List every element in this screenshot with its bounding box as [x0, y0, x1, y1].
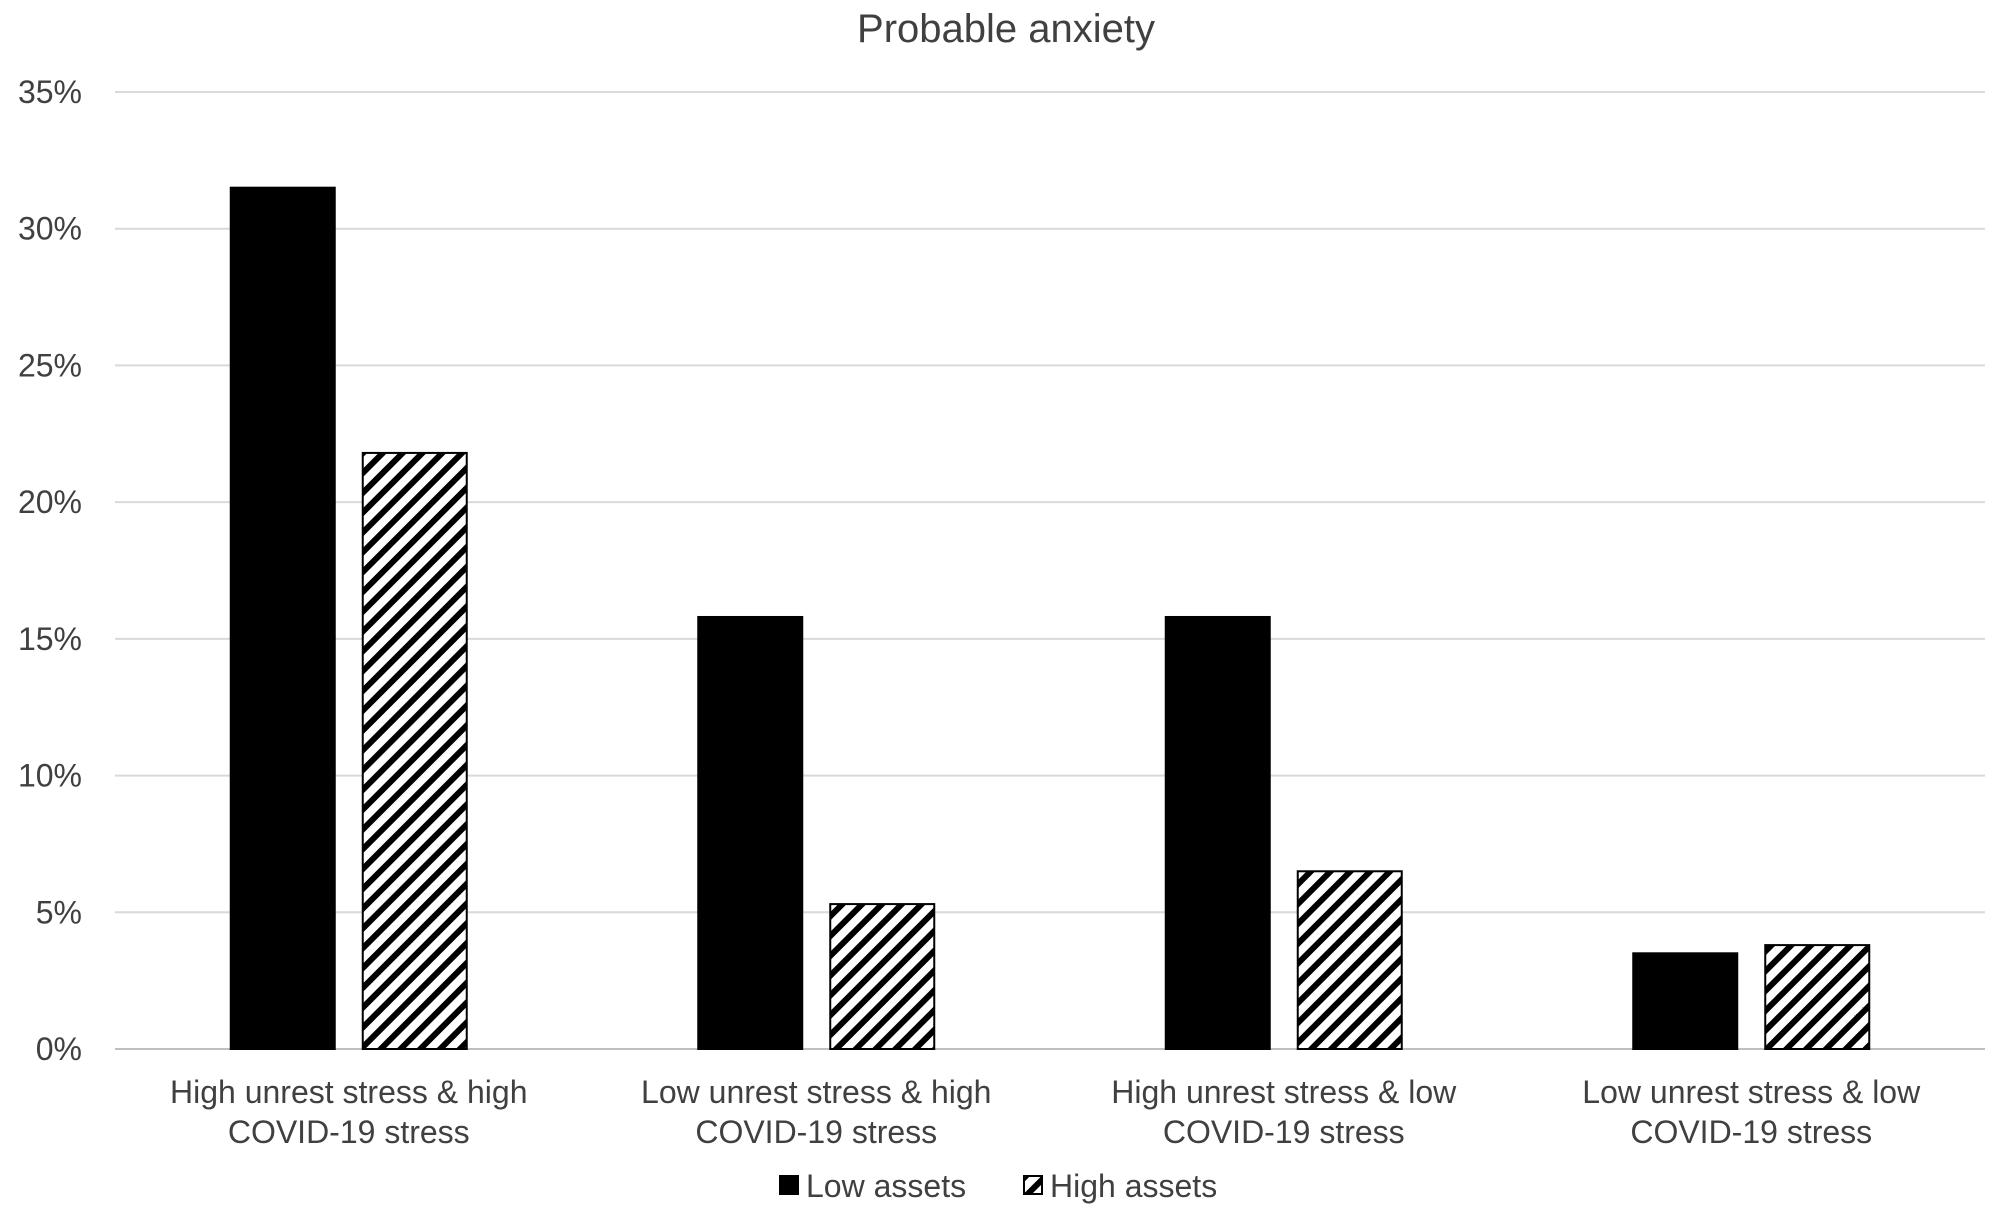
- y-tick-label: 10%: [18, 758, 82, 794]
- chart-title: Probable anxiety: [857, 7, 1155, 51]
- y-tick-label: 15%: [18, 621, 82, 657]
- legend: Low assets High assets: [779, 1168, 1217, 1204]
- bar-high-assets: [1296, 870, 1403, 1050]
- bar-high-assets: [829, 903, 936, 1051]
- bar-high-assets: [361, 451, 468, 1050]
- y-axis-ticks: 0% 5% 10% 15% 20% 25% 30% 35%: [18, 74, 82, 1067]
- x-category-label: COVID-19 stress: [228, 1114, 470, 1150]
- legend-low-assets: Low assets: [779, 1168, 966, 1204]
- legend-label: Low assets: [806, 1168, 966, 1204]
- y-tick-label: 20%: [18, 484, 82, 520]
- legend-label: High assets: [1050, 1168, 1217, 1204]
- x-category-label: Low unrest stress & low: [1582, 1074, 1921, 1110]
- bar-high-assets: [1764, 944, 1871, 1051]
- x-category-label: High unrest stress & low: [1111, 1074, 1457, 1110]
- bars: [229, 186, 1871, 1051]
- bar-low-assets: [1164, 615, 1271, 1050]
- bar-low-assets: [1632, 952, 1739, 1050]
- y-tick-label: 0%: [36, 1031, 82, 1067]
- y-tick-label: 30%: [18, 211, 82, 247]
- x-category-label: COVID-19 stress: [695, 1114, 937, 1150]
- bar-low-assets: [229, 186, 336, 1050]
- x-category-label: COVID-19 stress: [1630, 1114, 1872, 1150]
- legend-high-assets: High assets: [1023, 1168, 1217, 1204]
- legend-swatch: [779, 1175, 799, 1195]
- bar-low-assets: [697, 615, 804, 1050]
- y-tick-label: 5%: [36, 894, 82, 930]
- x-category-label: High unrest stress & high: [170, 1074, 528, 1110]
- y-tick-label: 25%: [18, 347, 82, 383]
- legend-swatch: [1023, 1175, 1043, 1195]
- x-axis-categories: High unrest stress & high COVID-19 stress…: [170, 1074, 1921, 1150]
- y-tick-label: 35%: [18, 74, 82, 110]
- x-category-label: COVID-19 stress: [1163, 1114, 1405, 1150]
- x-category-label: Low unrest stress & high: [641, 1074, 991, 1110]
